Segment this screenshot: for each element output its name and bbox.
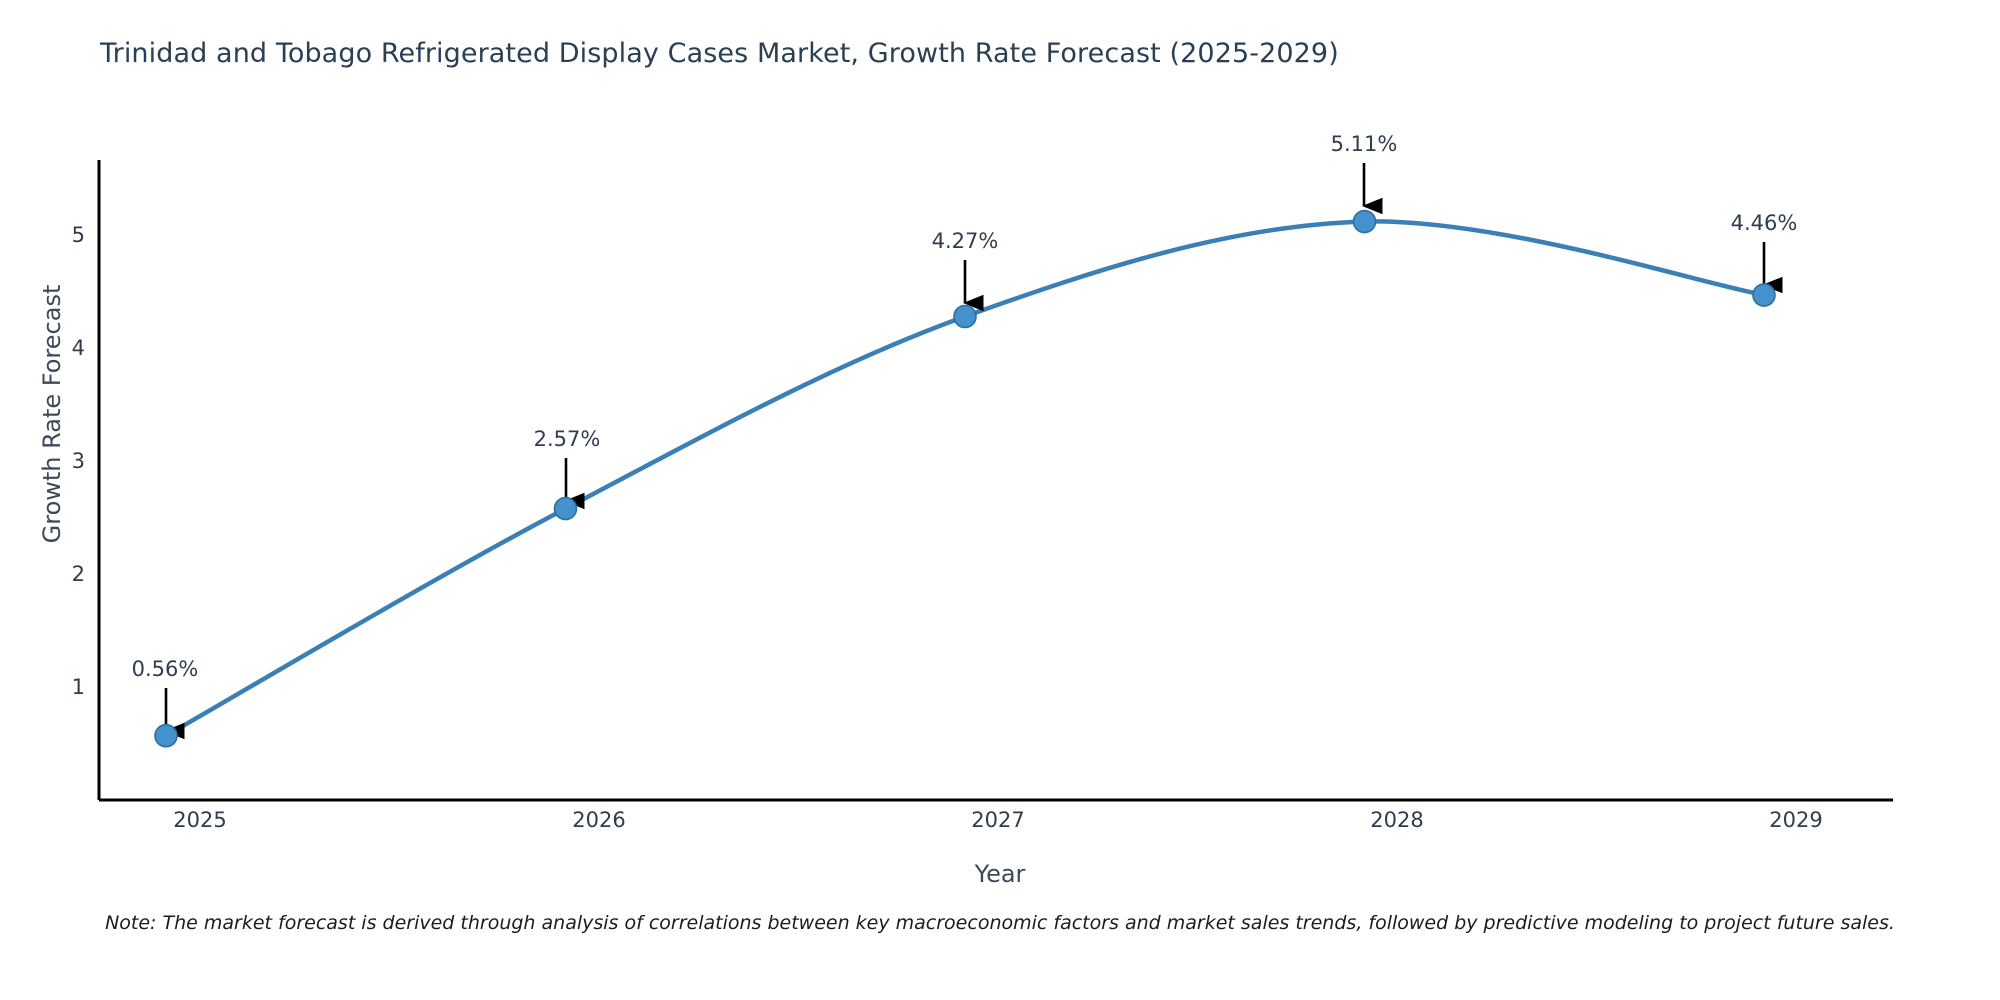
y-tick-label-2: 2 bbox=[71, 562, 85, 586]
x-tick-label-2025: 2025 bbox=[173, 808, 227, 832]
x-tick-label-2026: 2026 bbox=[572, 808, 626, 832]
y-tick-label-4: 4 bbox=[71, 336, 85, 360]
data-point-marker-2029[interactable] bbox=[1752, 283, 1776, 307]
y-tick-label-5: 5 bbox=[71, 223, 85, 247]
data-point-marker-2026[interactable] bbox=[553, 496, 578, 521]
chart-footnote: Note: The market forecast is derived thr… bbox=[105, 912, 1895, 934]
data-point-marker-2028[interactable] bbox=[1352, 209, 1377, 234]
data-point-marker-2027[interactable] bbox=[953, 304, 977, 329]
data-point-label-2026: 2.57% bbox=[533, 427, 601, 451]
data-point-label-2027: 4.27% bbox=[931, 229, 999, 253]
x-tick-label-2029: 2029 bbox=[1769, 808, 1823, 832]
x-axis-title: Year bbox=[974, 860, 1026, 888]
annotation-arrows bbox=[163, 163, 1783, 740]
data-point-label-2025: 0.56% bbox=[131, 657, 199, 681]
data-point-label-2029: 4.46% bbox=[1730, 211, 1798, 235]
data-point-label-2028: 5.11% bbox=[1330, 132, 1398, 156]
y-tick-label-3: 3 bbox=[71, 449, 85, 473]
y-tick-label-1: 1 bbox=[71, 675, 85, 699]
chart-title: Trinidad and Tobago Refrigerated Display… bbox=[100, 38, 1339, 69]
data-point-markers bbox=[154, 209, 1776, 748]
x-tick-label-2027: 2027 bbox=[971, 808, 1025, 832]
x-tick-label-2028: 2028 bbox=[1370, 808, 1424, 832]
data-point-marker-2025[interactable] bbox=[154, 723, 178, 748]
